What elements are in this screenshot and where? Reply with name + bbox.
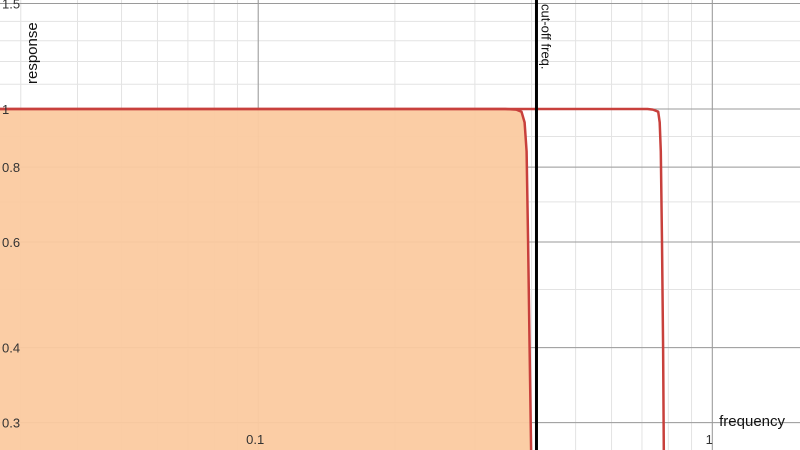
y-tick-label: 0.6: [2, 235, 20, 250]
series-fill-1: [0, 109, 532, 450]
y-tick-label: 1.5: [2, 0, 20, 11]
series-line-2: [0, 107, 666, 450]
tick-labels: 0.1 1 0.3 0.4 0.6 0.8 1 1.5: [2, 0, 713, 447]
x-axis-title: frequency: [719, 413, 785, 430]
y-tick-label: 0.8: [2, 160, 20, 175]
y-axis-title: response: [24, 22, 41, 84]
y-tick-label: 0.4: [2, 341, 20, 356]
y-tick-label: 0.3: [2, 416, 20, 431]
cutoff-label: cut-off freq.: [538, 4, 553, 70]
x-tick-label: 0.1: [246, 432, 264, 447]
x-tick-label: 1: [706, 432, 713, 447]
y-tick-label: 1: [2, 102, 9, 117]
series-layer: [0, 107, 666, 450]
